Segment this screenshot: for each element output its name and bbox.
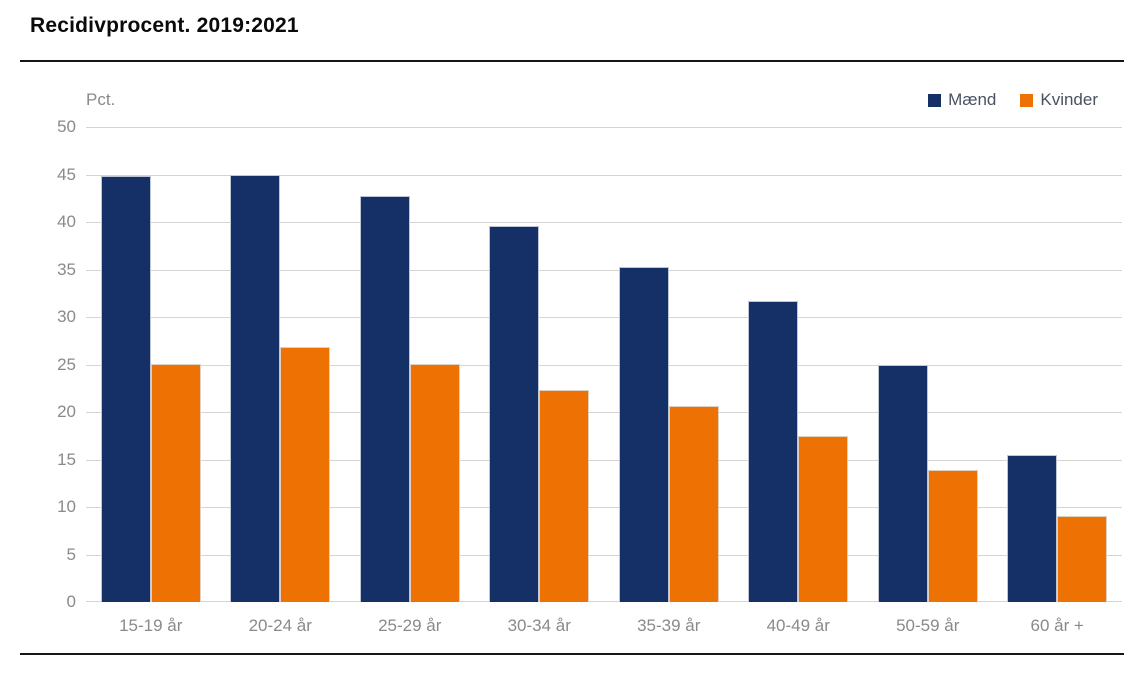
top-divider xyxy=(20,60,1124,62)
y-tick-label-15: 15 xyxy=(57,449,76,469)
bar-maend xyxy=(230,175,280,602)
y-axis-unit-label: Pct. xyxy=(86,90,116,109)
y-tick-label-0: 0 xyxy=(66,592,76,611)
bar-maend xyxy=(878,365,928,602)
y-tick-label-25: 25 xyxy=(57,354,76,374)
gridline-0 xyxy=(86,601,1122,602)
legend-label-maend: Mænd xyxy=(948,90,997,109)
gridline-30 xyxy=(86,317,1122,318)
gridline-15 xyxy=(86,460,1122,461)
x-category-label: 25-29 år xyxy=(378,616,442,635)
y-tick-label-40: 40 xyxy=(57,212,76,231)
plot-area xyxy=(86,127,1122,602)
y-tick-label-45: 45 xyxy=(57,164,76,184)
legend-label-kvinder: Kvinder xyxy=(1040,90,1098,109)
x-category-label: 30-34 år xyxy=(507,616,571,635)
gridline-25 xyxy=(86,365,1122,366)
bar-maend xyxy=(619,267,669,602)
bar-kvinder xyxy=(280,347,330,602)
bar-maend xyxy=(748,301,798,602)
legend-item-maend: Mænd xyxy=(928,90,996,110)
bar-kvinder xyxy=(539,390,589,602)
gridline-35 xyxy=(86,270,1122,271)
bar-kvinder xyxy=(410,364,460,602)
bar-kvinder xyxy=(928,470,978,602)
x-category-label: 50-59 år xyxy=(896,616,960,635)
y-tick-label-5: 5 xyxy=(66,544,76,564)
x-category-label: 20-24 år xyxy=(248,616,312,635)
y-axis-labels: 0 5 10 15 20 25 30 35 40 45 50 xyxy=(28,117,76,611)
gridline-50 xyxy=(86,127,1122,128)
y-tick-label-50: 50 xyxy=(57,117,76,136)
bar-kvinder xyxy=(669,406,719,602)
y-tick-label-10: 10 xyxy=(57,497,76,516)
y-tick-label-20: 20 xyxy=(57,402,76,421)
x-category-label: 35-39 år xyxy=(637,616,701,635)
bar-kvinder xyxy=(151,364,201,602)
gridline-40 xyxy=(86,222,1122,223)
legend-swatch-maend xyxy=(928,93,942,107)
bar-kvinder xyxy=(1057,516,1107,602)
bottom-divider xyxy=(20,653,1124,655)
bar-maend xyxy=(101,176,151,602)
y-tick-label-30: 30 xyxy=(57,307,76,326)
y-tick-label-35: 35 xyxy=(57,259,76,279)
legend: Mænd Kvinder xyxy=(928,90,1098,110)
page-title: Recidivprocent. 2019:2021 xyxy=(30,14,299,37)
bar-maend xyxy=(360,196,410,602)
x-category-label: 15-19 år xyxy=(119,616,183,635)
x-category-label: 40-49 år xyxy=(766,616,830,635)
bar-maend xyxy=(489,226,539,602)
gridline-5 xyxy=(86,555,1122,556)
legend-swatch-kvinder xyxy=(1020,93,1034,107)
bar-kvinder xyxy=(798,436,848,602)
bar-maend xyxy=(1007,455,1057,602)
gridline-10 xyxy=(86,507,1122,508)
gridline-45 xyxy=(86,175,1122,176)
gridline-20 xyxy=(86,412,1122,413)
x-category-label: 60 år + xyxy=(1030,616,1084,635)
x-axis-labels: 15-19 år 20-24 år 25-29 år 30-34 år 35-39 år… xyxy=(86,616,1122,642)
legend-item-kvinder: Kvinder xyxy=(1020,90,1098,110)
